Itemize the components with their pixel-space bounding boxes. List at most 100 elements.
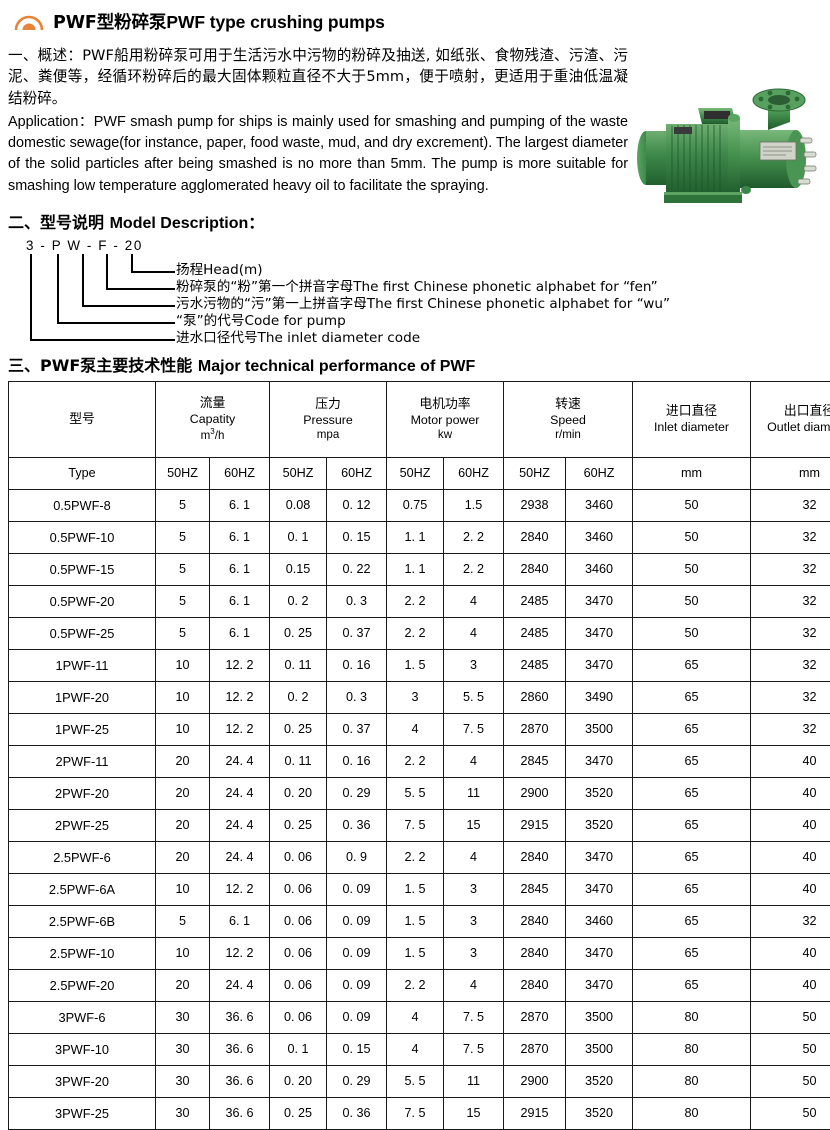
col-group-capacity-unit: m3/h <box>156 427 269 443</box>
cell-value: 50 <box>633 522 751 554</box>
cell-value: 3490 <box>566 682 633 714</box>
cell-value: 0. 25 <box>270 1098 327 1130</box>
cell-value: 2900 <box>504 1066 566 1098</box>
cell-value: 40 <box>751 970 830 1002</box>
document-header: PWF型粉碎泵PWF type crushing pumps <box>0 0 830 33</box>
cell-value: 1. 5 <box>387 938 444 970</box>
cell-value: 2. 2 <box>387 618 444 650</box>
cell-model: 3PWF-6 <box>9 1002 156 1034</box>
cell-model: 2.5PWF-6 <box>9 842 156 874</box>
section3-heading-cn: 三、PWF泵主要技术性能 <box>8 356 192 375</box>
leader-run-fen <box>106 288 175 290</box>
cell-value: 0. 22 <box>327 554 387 586</box>
cell-value: 0. 06 <box>270 970 327 1002</box>
cell-value: 0. 36 <box>327 1098 387 1130</box>
cell-value: 20 <box>156 746 210 778</box>
cell-value: 32 <box>751 554 830 586</box>
cell-value: 2845 <box>504 746 566 778</box>
cell-value: 32 <box>751 490 830 522</box>
cell-value: 0. 12 <box>327 490 387 522</box>
cell-value: 0. 29 <box>327 778 387 810</box>
cell-value: 15 <box>444 810 504 842</box>
cell-model: 2.5PWF-6B <box>9 906 156 938</box>
cell-value: 0. 1 <box>270 522 327 554</box>
cell-value: 3470 <box>566 938 633 970</box>
cell-value: 2485 <box>504 650 566 682</box>
cell-value: 65 <box>633 746 751 778</box>
page-title-en: PWF type crushing pumps <box>166 12 384 32</box>
cell-model: 0.5PWF-8 <box>9 490 156 522</box>
cell-value: 30 <box>156 1066 210 1098</box>
cell-value: 24. 4 <box>210 746 270 778</box>
cell-value: 32 <box>751 714 830 746</box>
cell-value: 5. 5 <box>387 1066 444 1098</box>
col-group-outlet-diameter: 出口直径 Outlet diameter <box>751 382 830 458</box>
cell-value: 32 <box>751 906 830 938</box>
cell-value: 0. 2 <box>270 586 327 618</box>
cell-value: 80 <box>633 1034 751 1066</box>
cell-value: 0. 25 <box>270 810 327 842</box>
cell-value: 2. 2 <box>387 842 444 874</box>
cell-value: 3470 <box>566 970 633 1002</box>
col-group-inlet-diameter-en: Inlet diameter <box>633 420 750 435</box>
cell-value: 4 <box>444 618 504 650</box>
cell-value: 12. 2 <box>210 650 270 682</box>
cell-model: 0.5PWF-10 <box>9 522 156 554</box>
cell-value: 32 <box>751 682 830 714</box>
cell-value: 0. 9 <box>327 842 387 874</box>
cell-value: 6. 1 <box>210 906 270 938</box>
cell-model: 0.5PWF-20 <box>9 586 156 618</box>
cell-value: 3 <box>387 682 444 714</box>
cell-value: 0. 37 <box>327 714 387 746</box>
cell-value: 20 <box>156 970 210 1002</box>
cell-value: 3470 <box>566 586 633 618</box>
section3-heading: 三、PWF泵主要技术性能 Major technical performance… <box>8 356 830 376</box>
table-group-header-row: 型号 流量 Capatity m3/h 压力 Pressure mpa 电机功率… <box>9 382 830 458</box>
cell-value: 4 <box>387 1002 444 1034</box>
cell-value: 2870 <box>504 714 566 746</box>
cell-value: 10 <box>156 938 210 970</box>
cell-value: 2485 <box>504 618 566 650</box>
subheader-cell-6: 60HZ <box>444 458 504 490</box>
page-title: PWF型粉碎泵PWF type crushing pumps <box>53 14 385 33</box>
cell-value: 3 <box>444 938 504 970</box>
cell-value: 3520 <box>566 1066 633 1098</box>
cell-value: 0. 15 <box>327 1034 387 1066</box>
model-description-section: 二、型号说明 Model Description： 3 - P W - F - … <box>8 213 830 348</box>
cell-model: 2.5PWF-10 <box>9 938 156 970</box>
cell-value: 50 <box>751 1034 830 1066</box>
cell-value: 3470 <box>566 746 633 778</box>
subheader-cell-8: 60HZ <box>566 458 633 490</box>
cell-value: 2915 <box>504 1098 566 1130</box>
cell-value: 50 <box>633 490 751 522</box>
cell-value: 10 <box>156 874 210 906</box>
cell-value: 65 <box>633 842 751 874</box>
pump-product-photo <box>628 86 824 214</box>
cell-value: 6. 1 <box>210 554 270 586</box>
cell-value: 0. 36 <box>327 810 387 842</box>
leader-stub-head <box>131 254 133 272</box>
section3-heading-en: Major technical performance of PWF <box>198 358 475 375</box>
cell-value: 0. 3 <box>327 682 387 714</box>
cell-value: 80 <box>633 1002 751 1034</box>
cell-value: 24. 4 <box>210 970 270 1002</box>
col-group-model: 型号 <box>9 382 156 458</box>
model-item-inlet: 进水口径代号The inlet diameter code <box>176 332 420 346</box>
cell-value: 2840 <box>504 522 566 554</box>
subheader-cell-4: 60HZ <box>327 458 387 490</box>
subheader-cell-5: 50HZ <box>387 458 444 490</box>
cell-value: 7. 5 <box>387 1098 444 1130</box>
subheader-cell-0: Type <box>9 458 156 490</box>
cell-value: 3470 <box>566 618 633 650</box>
cell-value: 2. 2 <box>387 970 444 1002</box>
cell-value: 65 <box>633 874 751 906</box>
cell-value: 3460 <box>566 490 633 522</box>
cell-model: 1PWF-11 <box>9 650 156 682</box>
cell-value: 20 <box>156 842 210 874</box>
